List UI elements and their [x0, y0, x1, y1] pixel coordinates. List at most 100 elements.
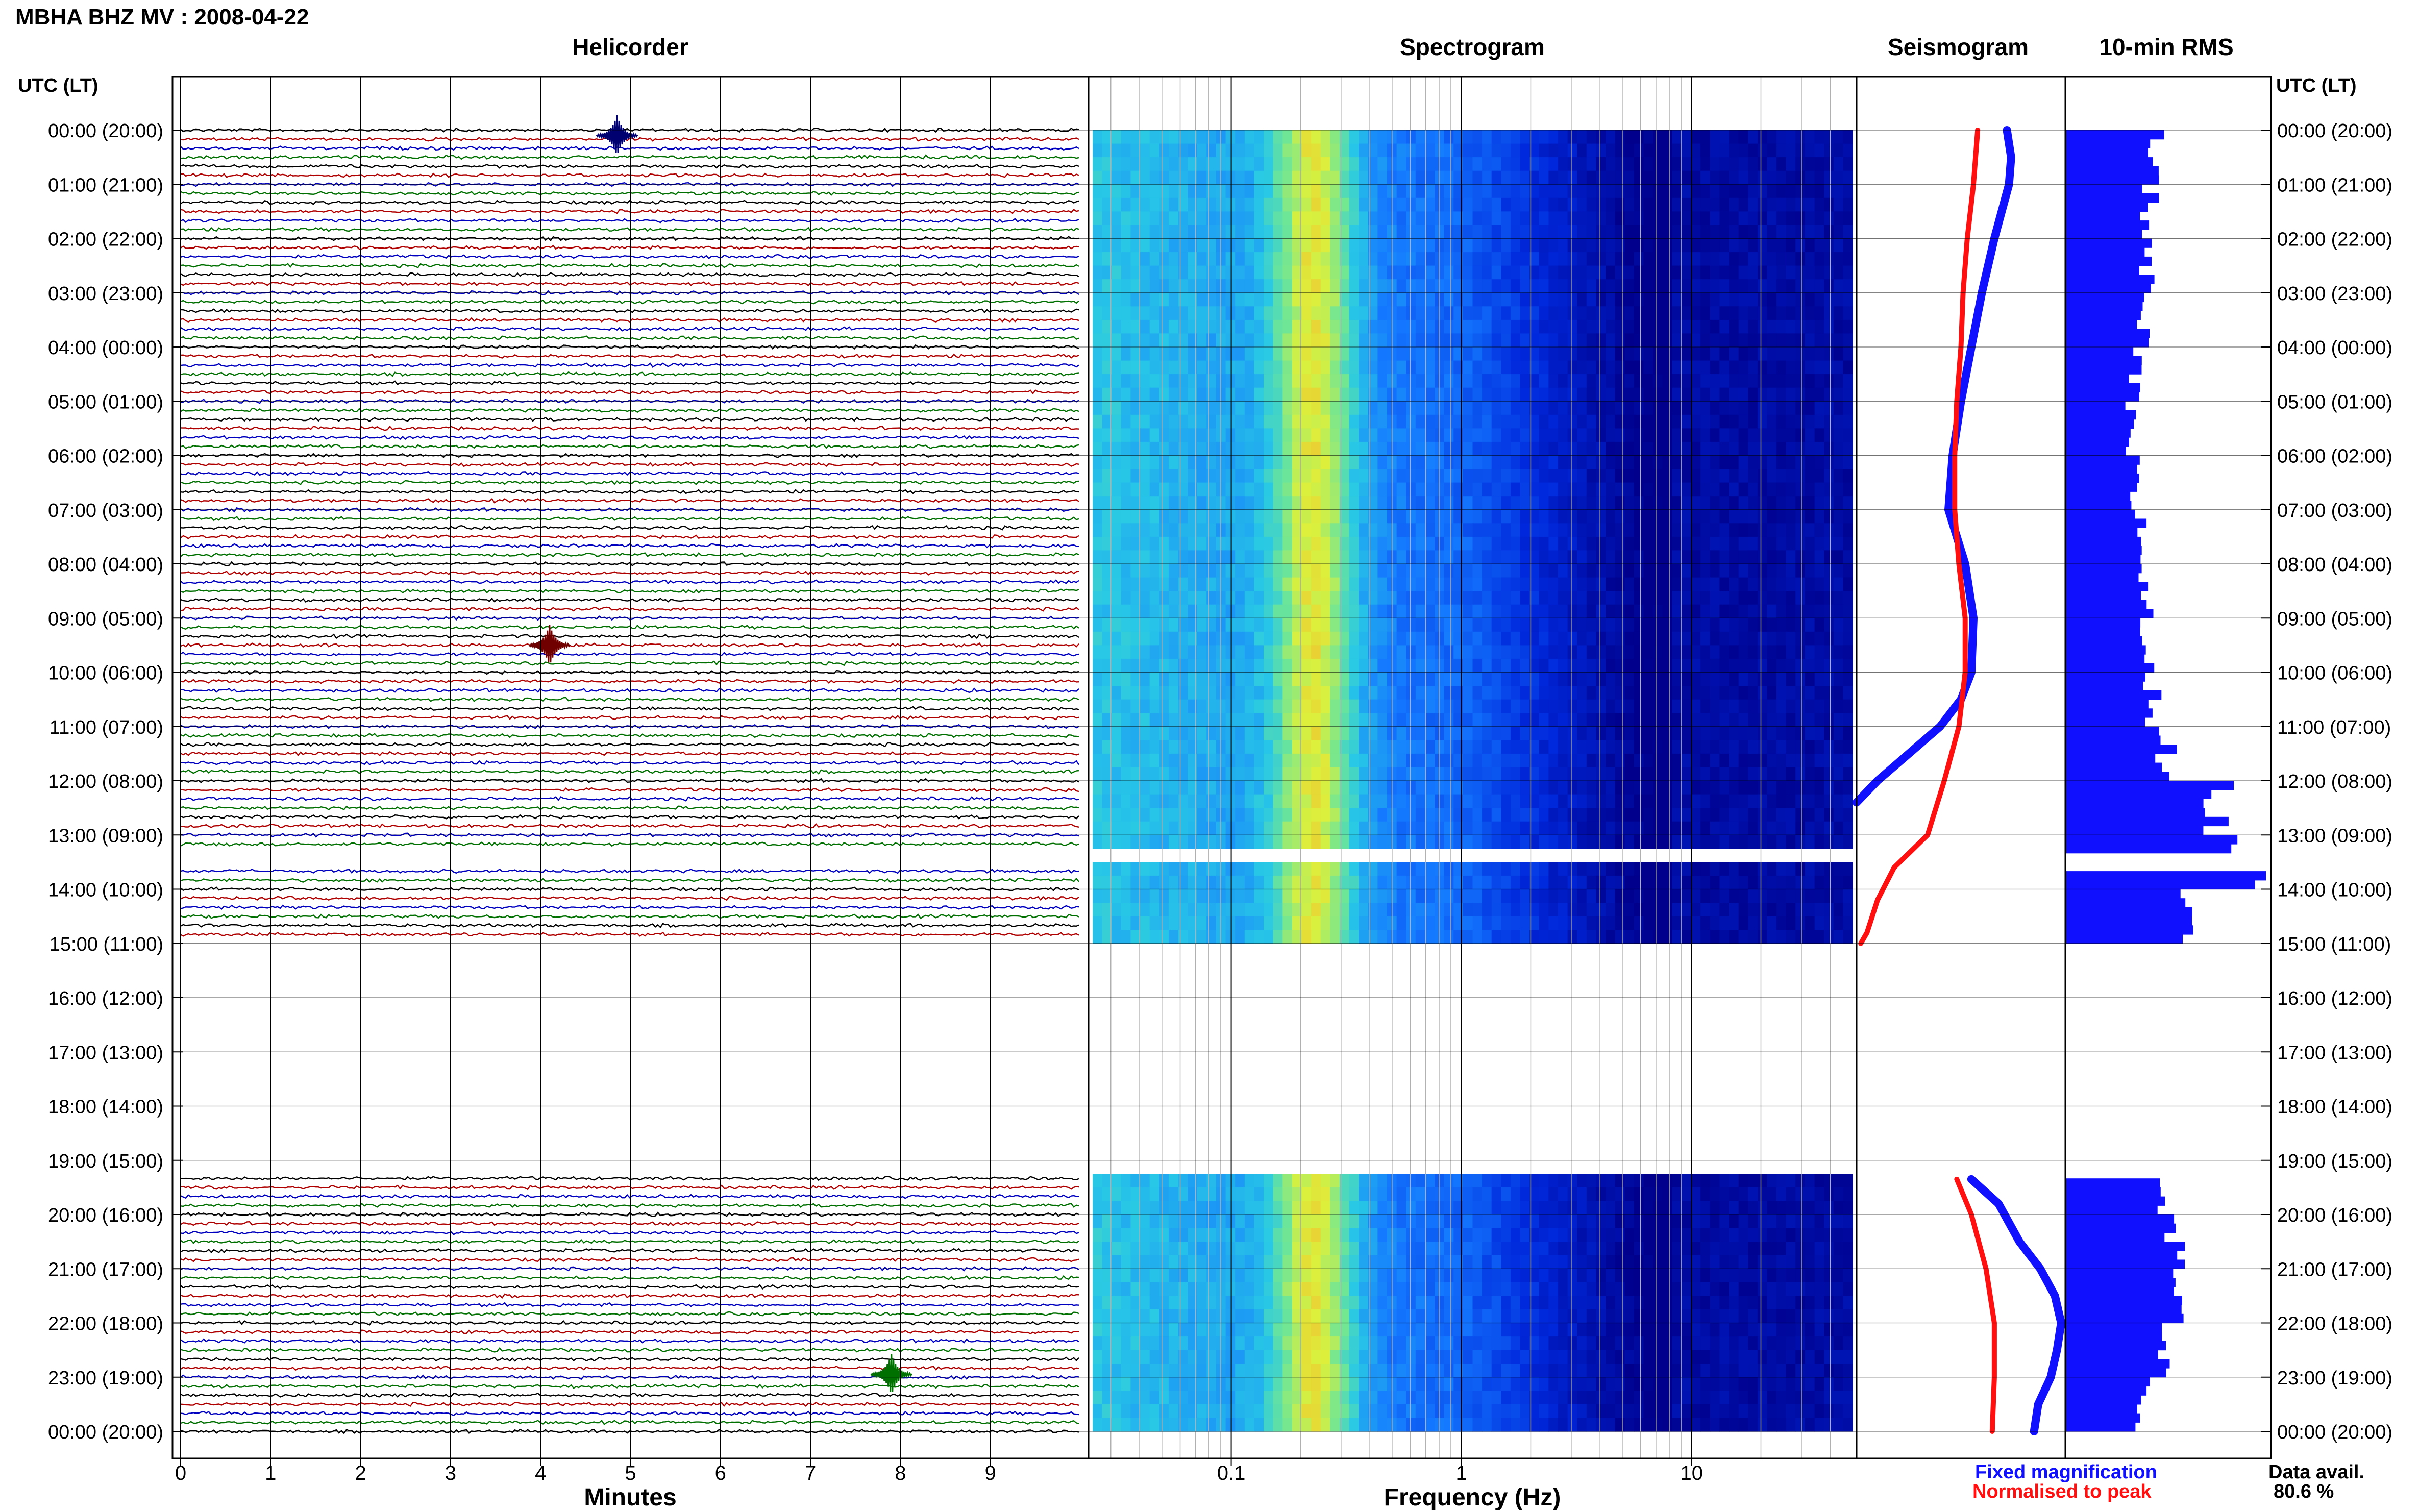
spectrogram-cell — [1301, 781, 1312, 795]
spectrogram-cell — [1548, 428, 1559, 442]
spectrogram-cell — [1606, 509, 1616, 524]
spectrogram-cell — [1643, 279, 1653, 293]
spectrogram-cell — [1159, 319, 1169, 334]
spectrogram-cell — [1282, 401, 1293, 415]
spectrogram-cell — [1188, 794, 1198, 808]
spectrogram-cell — [1273, 184, 1283, 199]
spectrogram-cell — [1643, 225, 1653, 239]
spectrogram-cell — [1264, 1201, 1274, 1215]
spectrogram-cell — [1482, 184, 1492, 199]
spectrogram-cell — [1757, 550, 1768, 564]
spectrogram-cell — [1795, 428, 1806, 442]
spectrogram-cell — [1472, 699, 1483, 713]
spectrogram-cell — [1396, 835, 1406, 849]
spectrogram-cell — [1577, 252, 1587, 266]
spectrogram-cell — [1330, 197, 1340, 212]
spectrogram-cell — [1168, 347, 1179, 361]
spectrogram-cell — [1510, 591, 1521, 605]
spectrogram-cell — [1558, 252, 1568, 266]
spectrogram-cell — [1112, 781, 1122, 795]
spectrogram-cell — [1178, 726, 1188, 740]
spectrogram-cell — [1634, 1201, 1644, 1215]
spectrogram-cell — [1691, 618, 1701, 632]
spectrogram-cell — [1606, 319, 1616, 334]
spectrogram-cell — [1700, 875, 1711, 890]
spectrogram-cell — [1159, 238, 1169, 253]
spectrogram-cell — [1311, 143, 1321, 158]
spectrogram-cell — [1795, 672, 1806, 686]
spectrogram-cell — [1435, 469, 1445, 483]
spectrogram-cell — [1653, 428, 1663, 442]
spectrogram-cell — [1700, 835, 1711, 849]
spectrogram-cell — [1624, 794, 1635, 808]
spectrogram-cell — [1795, 130, 1806, 144]
spectrogram-cell — [1786, 618, 1796, 632]
spectrogram-cell — [1168, 374, 1179, 388]
spectrogram-cell — [1415, 903, 1425, 917]
spectrogram-cell — [1339, 238, 1350, 253]
spectrogram-cell — [1539, 292, 1549, 307]
spectrogram-cell — [1292, 143, 1302, 158]
spectrogram-cell — [1149, 197, 1159, 212]
spectrogram-cell — [1795, 726, 1806, 740]
spectrogram-cell — [1520, 523, 1530, 537]
spectrogram-cell — [1425, 455, 1435, 469]
spectrogram-cell — [1786, 401, 1796, 415]
spectrogram-cell — [1624, 930, 1635, 944]
spectrogram-cell — [1178, 441, 1188, 456]
spectrogram-cell — [1624, 550, 1635, 564]
spectrogram-cell — [1178, 360, 1188, 375]
spectrogram-cell — [1805, 360, 1815, 375]
spectrogram-cell — [1548, 509, 1559, 524]
spectrogram-cell — [1415, 292, 1425, 307]
spectrogram-cell — [1235, 781, 1245, 795]
spectrogram-cell — [1368, 903, 1378, 917]
spectrogram-cell — [1168, 509, 1179, 524]
spectrogram-cell — [1359, 591, 1369, 605]
spectrogram-cell — [1206, 279, 1217, 293]
spectrogram-cell — [1833, 292, 1843, 307]
spectrogram-cell — [1786, 414, 1796, 429]
spectrogram-cell — [1606, 374, 1616, 388]
spectrogram-cell — [1529, 496, 1540, 510]
spectrogram-cell — [1795, 319, 1806, 334]
spectrogram-cell — [1662, 564, 1672, 578]
spectrogram-cell — [1548, 726, 1559, 740]
spectrogram-cell — [1225, 781, 1236, 795]
spectrogram-cell — [1501, 211, 1511, 226]
spectrogram-cell — [1168, 414, 1179, 429]
spectrogram-cell — [1767, 306, 1777, 320]
spectrogram-cell — [1843, 157, 1853, 171]
spectrogram-cell — [1482, 550, 1492, 564]
spectrogram-cell — [1206, 767, 1217, 781]
spectrogram-cell — [1396, 509, 1406, 524]
spectrogram-cell — [1159, 374, 1169, 388]
spectrogram-cell — [1833, 496, 1843, 510]
spectrogram-cell — [1653, 360, 1663, 375]
spectrogram-cell — [1396, 265, 1406, 280]
spectrogram-cell — [1244, 645, 1254, 659]
spectrogram-cell — [1349, 509, 1359, 524]
spectrogram-cell — [1776, 889, 1787, 903]
spectrogram-cell — [1377, 645, 1388, 659]
spectrogram-cell — [1700, 686, 1711, 700]
spectrogram-cell — [1596, 618, 1606, 632]
spectrogram-cell — [1682, 306, 1692, 320]
spectrogram-cell — [1377, 360, 1388, 375]
spectrogram-cell — [1567, 808, 1577, 822]
spectrogram-cell — [1149, 564, 1159, 578]
spectrogram-cell — [1330, 658, 1340, 673]
spectrogram-cell — [1691, 821, 1701, 835]
spectrogram-cell — [1188, 821, 1198, 835]
spectrogram-cell — [1368, 1201, 1378, 1215]
spectrogram-cell — [1349, 577, 1359, 591]
spectrogram-cell — [1168, 401, 1179, 415]
spectrogram-cell — [1093, 875, 1103, 890]
spectrogram-cell — [1102, 916, 1112, 930]
spectrogram-cell — [1377, 1187, 1388, 1202]
spectrogram-cell — [1339, 509, 1350, 524]
spectrogram-cell — [1710, 658, 1720, 673]
spectrogram-cell — [1624, 211, 1635, 226]
spectrogram-cell — [1710, 930, 1720, 944]
spectrogram-cell — [1682, 265, 1692, 280]
